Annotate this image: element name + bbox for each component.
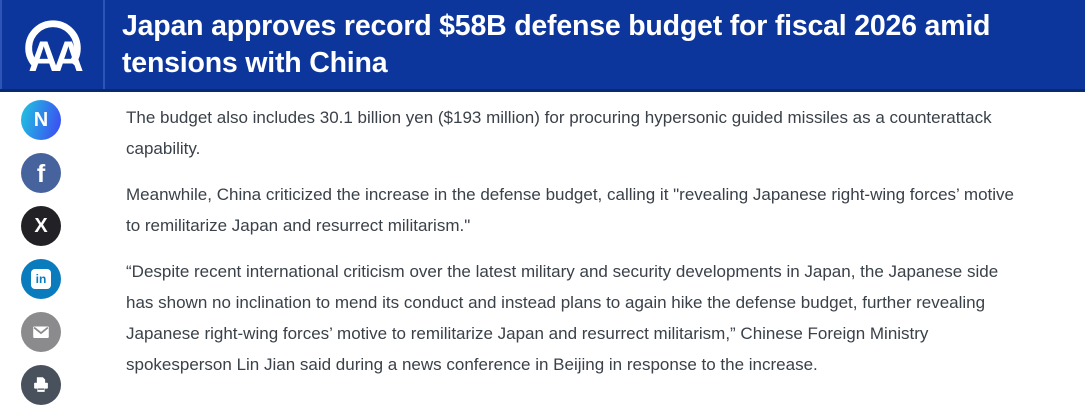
share-print-button[interactable] <box>21 365 61 405</box>
linkedin-icon: in <box>31 269 51 289</box>
share-rail: N f X in <box>0 92 103 405</box>
aa-logo[interactable]: AA <box>0 0 103 89</box>
share-facebook-button[interactable]: f <box>21 153 61 193</box>
masthead-divider <box>103 0 105 89</box>
article-paragraph-1: The budget also includes 30.1 billion ye… <box>126 108 992 158</box>
n-app-icon: N <box>33 109 49 131</box>
svg-text:AA: AA <box>28 32 83 80</box>
share-email-button[interactable] <box>21 312 61 352</box>
share-news-app-button[interactable]: N <box>21 100 61 140</box>
masthead: AA Japan approves record $58B defense bu… <box>0 0 1085 92</box>
article-paragraph-3: “Despite recent international criticism … <box>126 262 999 374</box>
article-headline: Japan approves record $58B defense budge… <box>122 9 991 79</box>
share-linkedin-button[interactable]: in <box>21 259 61 299</box>
article-paragraph-2: Meanwhile, China criticized the increase… <box>126 185 1014 235</box>
content-row: N f X in The budget also includes <box>0 92 1088 405</box>
article-body: The budget also includes 30.1 billion ye… <box>103 92 1019 405</box>
share-x-twitter-button[interactable]: X <box>21 206 61 246</box>
printer-icon <box>34 377 48 392</box>
envelope-icon <box>33 326 49 338</box>
x-twitter-icon: X <box>34 215 48 237</box>
aa-logo-icon: AA <box>24 19 89 80</box>
facebook-icon: f <box>36 159 46 188</box>
